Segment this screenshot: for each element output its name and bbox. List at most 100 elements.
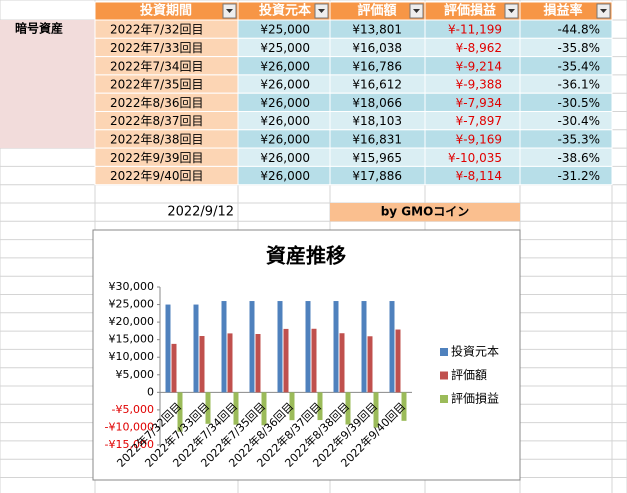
- cell-text: ¥17,886: [352, 169, 402, 183]
- bar: [395, 329, 401, 393]
- y-tick-label: ¥15,000: [109, 333, 155, 346]
- cell-text: ¥18,103: [352, 114, 402, 128]
- cell-text: 2022年9/39回目: [110, 151, 204, 165]
- bar: [367, 336, 373, 393]
- cell-text: ¥16,786: [352, 59, 402, 73]
- cell: [519, 165, 613, 186]
- cell-text: 2022年9/40回目: [110, 169, 204, 183]
- filter-arrow: [318, 9, 325, 13]
- bar: [311, 328, 317, 393]
- cell-text: 2022年7/33回目: [110, 41, 204, 55]
- cells: 暗号資産 投資期間 投資元本 評価額 評価損益 損益率 2022年7/32回目 ¥25,000…: [0, 1, 613, 222]
- cell-text: ¥-8,962: [456, 41, 502, 55]
- bar: [255, 334, 261, 393]
- cell-text: 2022年7/32回目: [110, 23, 204, 37]
- bar: [193, 304, 199, 393]
- bar: [305, 301, 311, 393]
- cell-text: -38.6%: [558, 151, 600, 165]
- y-tick-label: -¥5,000: [112, 403, 154, 416]
- cell-text: 2022年7/35回目: [110, 78, 204, 92]
- cell-text: -35.8%: [558, 41, 600, 55]
- cell-text: ¥25,000: [260, 41, 310, 55]
- bar: [233, 392, 239, 425]
- bar: [339, 333, 345, 393]
- filter-arrow: [413, 9, 420, 13]
- cell-text: 2022年8/37回目: [110, 114, 204, 128]
- bar: [177, 392, 183, 432]
- header-text: 投資元本: [259, 3, 311, 19]
- legend-swatch: [440, 395, 448, 403]
- cell-text: ¥26,000: [260, 169, 310, 183]
- bar: [373, 392, 379, 428]
- cell-text: ¥-9,214: [456, 59, 502, 73]
- bar: [401, 392, 407, 421]
- cell-text: ¥26,000: [260, 78, 310, 92]
- cell-text: ¥18,066: [352, 96, 402, 110]
- cell-text: ¥-7,934: [456, 96, 502, 110]
- cell-text: -44.8%: [558, 23, 600, 37]
- y-tick-label: ¥30,000: [109, 280, 155, 293]
- bar: [205, 392, 211, 424]
- cell-text: -35.4%: [558, 59, 600, 73]
- cell-text: ¥26,000: [260, 132, 310, 146]
- cell-text: -30.4%: [558, 114, 600, 128]
- cell-text: ¥-7,897: [456, 114, 502, 128]
- bar: [333, 301, 339, 393]
- header-text: 評価額: [357, 3, 396, 19]
- filter-arrow: [508, 9, 515, 13]
- cell-text: 2022年8/38回目: [110, 132, 204, 146]
- cell-text: ¥26,000: [260, 59, 310, 73]
- chart-title: 資産推移: [266, 244, 346, 268]
- cell-text: -30.5%: [558, 96, 600, 110]
- header-text: 投資期間: [140, 3, 192, 19]
- bar: [249, 301, 255, 393]
- cell-text: ¥-10,035: [448, 151, 502, 165]
- cell-text: ¥16,831: [352, 132, 402, 146]
- legend-label: 評価額: [451, 367, 487, 382]
- bar: [261, 392, 267, 426]
- bar: [165, 304, 171, 393]
- cell-text: ¥26,000: [260, 114, 310, 128]
- bar: [317, 392, 323, 421]
- filter-arrow: [600, 9, 607, 13]
- credit-cell: [330, 203, 520, 222]
- bar: [361, 301, 367, 393]
- cell-text: ¥-11,199: [448, 23, 502, 37]
- cell-text: -31.2%: [558, 169, 600, 183]
- filter-arrow: [226, 9, 233, 13]
- cell-text: 2022年7/34回目: [110, 59, 204, 73]
- legend-label: 評価損益: [451, 391, 499, 406]
- cell-text: ¥-9,388: [456, 78, 502, 92]
- bar: [345, 392, 351, 425]
- legend-label: 投資元本: [451, 344, 499, 359]
- legend-swatch: [440, 371, 448, 380]
- date: 2022/9/12: [167, 205, 234, 220]
- legend-swatch: [440, 348, 448, 356]
- row-label: 暗号資産: [15, 21, 63, 36]
- bar: [289, 392, 295, 421]
- cell-text: -36.1%: [558, 78, 600, 92]
- cell-text: ¥26,000: [260, 96, 310, 110]
- bar: [277, 301, 283, 393]
- y-tick-label: 0: [147, 385, 154, 398]
- y-tick-label: ¥20,000: [109, 315, 155, 328]
- y-tick-label: ¥10,000: [109, 350, 155, 363]
- cell-text: -35.3%: [558, 132, 600, 146]
- bar: [171, 343, 177, 393]
- y-tick-label: -¥15,000: [105, 438, 154, 451]
- bar: [227, 333, 233, 393]
- cell-text: ¥15,965: [352, 151, 402, 165]
- credit: by GMOコイン: [381, 205, 470, 219]
- cell-text: ¥16,038: [352, 41, 402, 55]
- cell-text: ¥25,000: [260, 23, 310, 37]
- bar: [389, 301, 395, 393]
- bar: [199, 336, 205, 393]
- header-text: 評価損益: [444, 3, 496, 19]
- cell-text: 2022年8/36回目: [110, 96, 204, 110]
- header-text: 損益率: [543, 3, 582, 19]
- label-block: [0, 20, 95, 149]
- y-tick-label: ¥25,000: [109, 298, 155, 311]
- cell-text: ¥-8,114: [456, 169, 502, 183]
- cell-text: ¥13,801: [352, 23, 402, 37]
